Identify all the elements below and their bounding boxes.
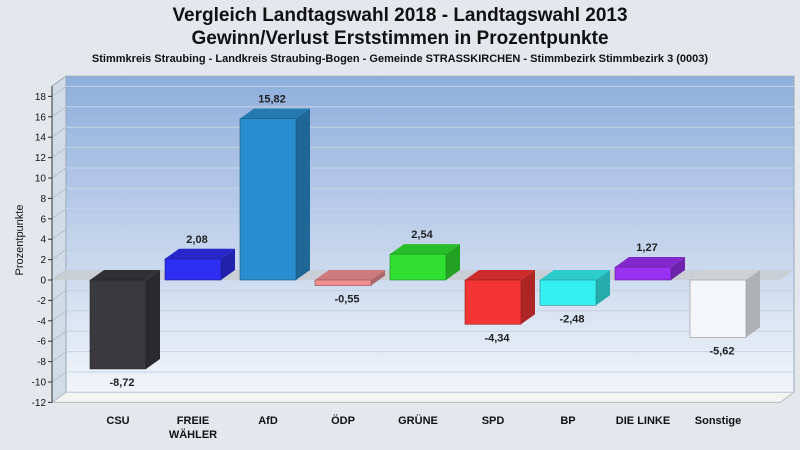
gridline-side bbox=[51, 330, 67, 342]
x-tick-label: GRÜNE bbox=[398, 414, 438, 427]
gridline-side bbox=[51, 147, 67, 159]
bar-front bbox=[614, 266, 672, 281]
bar-side bbox=[521, 270, 535, 325]
x-tick-label: Sonstige bbox=[695, 415, 741, 427]
bar-top bbox=[240, 108, 310, 119]
bar-side bbox=[146, 270, 160, 369]
x-tick-label: BP bbox=[560, 415, 575, 427]
data-label: 15,82 bbox=[258, 94, 286, 106]
bar-top bbox=[690, 270, 760, 280]
data-label: -2,48 bbox=[559, 313, 584, 325]
y-tick-label: -8 bbox=[37, 357, 46, 368]
bar-side bbox=[596, 270, 610, 306]
y-axis-label: Prozentpunkte bbox=[14, 205, 26, 276]
data-label: 2,54 bbox=[411, 229, 433, 241]
chart-floor bbox=[50, 391, 796, 403]
gridline-side bbox=[51, 228, 67, 240]
data-label: -5,62 bbox=[709, 345, 734, 357]
y-tick-label: 14 bbox=[35, 133, 47, 144]
y-tick-label: 16 bbox=[35, 112, 47, 123]
y-tick-label: 8 bbox=[40, 194, 46, 205]
data-label: 2,08 bbox=[186, 234, 207, 246]
bar-top bbox=[90, 270, 160, 280]
gridline-side bbox=[51, 269, 67, 281]
bar-side bbox=[671, 257, 685, 280]
data-label: -0,55 bbox=[334, 294, 359, 306]
bar-side bbox=[221, 248, 235, 280]
y-tick-label: -10 bbox=[32, 378, 47, 389]
bar-top bbox=[465, 270, 535, 280]
bar-side bbox=[446, 244, 460, 280]
y-tick-label: 12 bbox=[35, 153, 47, 164]
bar-top bbox=[390, 244, 460, 255]
gridline-side bbox=[51, 371, 67, 383]
y-tick-label: -12 bbox=[32, 398, 47, 409]
gridline-side bbox=[51, 167, 67, 179]
bar-front bbox=[689, 279, 747, 338]
bar-front bbox=[389, 253, 447, 281]
bar-afd bbox=[239, 108, 310, 281]
gridline-side bbox=[51, 310, 67, 322]
chart-title-line2: Gewinn/Verlust Erststimmen in Prozentpun… bbox=[191, 28, 609, 49]
bar-spd bbox=[464, 270, 535, 325]
x-tick-label: AfD bbox=[258, 415, 278, 427]
chart-subtitle: Stimmkreis Straubing - Landkreis Straubi… bbox=[91, 53, 709, 65]
bar-bp bbox=[539, 270, 610, 306]
x-tick-label: FREIE bbox=[177, 415, 209, 427]
x-tick-label: WÄHLER bbox=[169, 428, 217, 441]
data-label: -8,72 bbox=[109, 377, 134, 389]
bar-side bbox=[371, 270, 385, 286]
y-tick-label: 18 bbox=[35, 92, 47, 103]
x-tick-label: ÖDP bbox=[331, 414, 355, 427]
gridline-side bbox=[51, 126, 67, 138]
gridline-side bbox=[51, 289, 67, 301]
y-tick-label: 10 bbox=[35, 174, 47, 185]
gridline-side bbox=[51, 249, 67, 261]
bar-top bbox=[615, 257, 685, 268]
gridline-side bbox=[51, 391, 67, 403]
bar-die-linke bbox=[614, 257, 685, 281]
gridline-side bbox=[51, 187, 67, 199]
gridline-side bbox=[51, 85, 67, 97]
bar-freie-wähler bbox=[164, 248, 235, 281]
y-tick-label: 2 bbox=[40, 255, 46, 266]
bar-front bbox=[464, 279, 522, 325]
x-tick-label: SPD bbox=[482, 415, 505, 427]
bar-csu bbox=[89, 270, 160, 370]
y-tick-label: -4 bbox=[37, 316, 46, 327]
gridline-side bbox=[51, 208, 67, 220]
data-label: -4,34 bbox=[484, 332, 510, 344]
y-tick-label: -2 bbox=[37, 296, 46, 307]
bar-top bbox=[315, 270, 385, 280]
chart-back-wall bbox=[65, 75, 795, 393]
bar-side bbox=[746, 270, 760, 338]
x-tick-label: CSU bbox=[106, 415, 129, 427]
bar-ödp bbox=[314, 270, 385, 286]
bar-front bbox=[539, 279, 597, 306]
bar-front bbox=[239, 118, 297, 281]
bar-sonstige bbox=[689, 270, 760, 338]
bar-top bbox=[165, 248, 235, 259]
chart-title: Vergleich Landtagswahl 2018 - Landtagswa… bbox=[172, 5, 628, 26]
x-tick-label: DIE LINKE bbox=[616, 415, 670, 427]
bar-top bbox=[540, 270, 610, 280]
y-tick-label: 0 bbox=[40, 276, 46, 287]
bar-grüne bbox=[389, 244, 460, 281]
gridline-side bbox=[51, 106, 67, 118]
bar-front bbox=[164, 258, 222, 281]
bar-front bbox=[89, 279, 147, 370]
y-tick-label: -6 bbox=[37, 337, 46, 348]
data-label: 1,27 bbox=[636, 242, 657, 254]
y-tick-label: 4 bbox=[40, 235, 46, 246]
bar-front bbox=[314, 279, 372, 286]
gridline-side bbox=[51, 351, 67, 363]
y-tick-label: 6 bbox=[40, 214, 46, 225]
bar-side bbox=[296, 108, 310, 280]
